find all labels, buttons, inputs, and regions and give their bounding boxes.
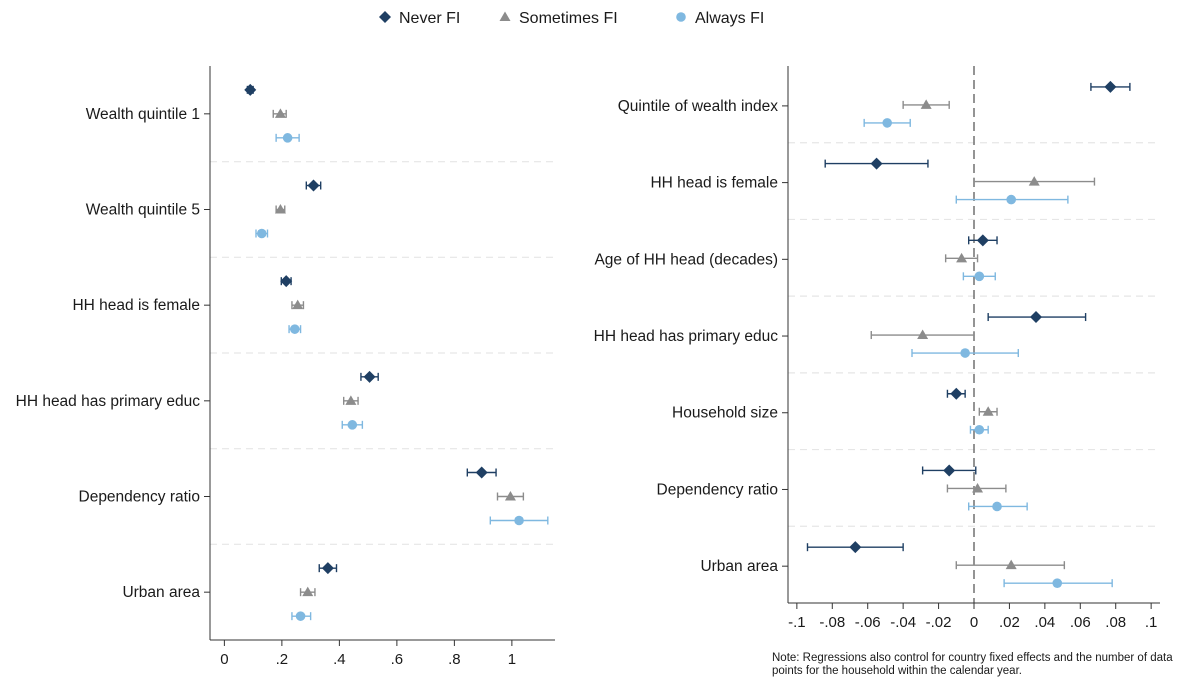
x-tick-label: -.08	[819, 614, 845, 631]
point-never-fi-hh-head-has-primary-educ	[363, 370, 376, 383]
x-tick-label: 1	[508, 651, 516, 668]
x-tick-label: -.04	[890, 614, 916, 631]
legend-marker-sometimes-fi	[499, 11, 511, 21]
footnote: Note: Regressions also control for count…	[772, 652, 1173, 677]
point-sometimes-fi-hh-head-is-female	[292, 299, 304, 310]
x-tick-label: .4	[333, 651, 346, 668]
category-label-urban-area: Urban area	[122, 584, 200, 601]
x-tick-label: .06	[1070, 614, 1091, 631]
legend-marker-always-fi	[676, 12, 686, 22]
category-label-dependency-ratio: Dependency ratio	[657, 481, 779, 498]
point-always-fi-urban-area	[295, 611, 306, 621]
x-tick-label: -.1	[788, 614, 806, 631]
point-never-fi-urban-area	[849, 541, 862, 554]
point-always-fi-wealth-quintile-5	[256, 228, 267, 239]
category-label-dependency-ratio: Dependency ratio	[79, 489, 201, 506]
point-sometimes-fi-hh-head-has-primary-educ	[917, 329, 929, 340]
point-always-fi-dependency-ratio	[992, 501, 1002, 512]
x-tick-label: .08	[1105, 614, 1126, 631]
x-tick-label: .1	[1145, 614, 1158, 631]
x-tick-label: -.02	[926, 614, 952, 631]
point-always-fi-hh-head-has-primary-educ	[347, 420, 358, 430]
x-tick-label: .6	[391, 651, 404, 668]
category-label-hh-head-is-female: HH head is female	[650, 175, 778, 192]
legend-label-never-fi: Never FI	[399, 10, 460, 27]
x-tick-label: .2	[276, 651, 289, 668]
point-always-fi-wealth-quintile-1	[282, 133, 293, 143]
point-always-fi-hh-head-is-female	[1006, 194, 1016, 205]
point-sometimes-fi-urban-area	[302, 586, 314, 597]
legend: Never FI Sometimes FI Always FI	[379, 10, 764, 27]
category-label-quintile-of-wealth-index: Quintile of wealth index	[618, 98, 779, 115]
x-tick-label: .02	[999, 614, 1020, 631]
point-always-fi-urban-area	[1052, 578, 1063, 588]
point-always-fi-hh-head-has-primary-educ	[960, 348, 970, 358]
point-always-fi-quintile-of-wealth-index	[882, 118, 892, 128]
category-label-hh-head-has-primary-educ: HH head has primary educ	[594, 328, 779, 345]
point-sometimes-fi-wealth-quintile-5	[274, 204, 286, 214]
x-tick-label: 0	[220, 651, 228, 668]
point-never-fi-age-of-hh-head-decades	[976, 234, 989, 247]
point-never-fi-dependency-ratio	[475, 466, 488, 479]
x-tick-label: .04	[1034, 614, 1055, 631]
point-never-fi-hh-head-is-female	[280, 275, 293, 288]
point-sometimes-fi-household-size	[982, 406, 994, 416]
category-label-hh-head-has-primary-educ: HH head has primary educ	[16, 393, 201, 410]
point-sometimes-fi-urban-area	[1005, 559, 1017, 570]
point-sometimes-fi-wealth-quintile-1	[274, 108, 286, 118]
point-always-fi-age-of-hh-head-decades	[974, 271, 985, 282]
legend-label-sometimes-fi: Sometimes FI	[519, 10, 618, 27]
right-panel-effects: -.1 -.08 -.06 -.04 -.02 0 .02 .04 .06 .08 .1 Quinti…	[594, 66, 1160, 631]
category-label-wealth-quintile-1: Wealth quintile 1	[86, 106, 200, 123]
point-never-fi-wealth-quintile-1	[244, 83, 257, 96]
point-sometimes-fi-quintile-of-wealth-index	[920, 99, 932, 109]
category-label-wealth-quintile-5: Wealth quintile 5	[86, 202, 200, 219]
point-always-fi-dependency-ratio	[514, 515, 524, 526]
x-tick-label: -.06	[855, 614, 881, 631]
point-never-fi-hh-head-is-female	[870, 157, 883, 170]
point-sometimes-fi-hh-head-has-primary-educ	[345, 395, 357, 405]
point-never-fi-quintile-of-wealth-index	[1104, 80, 1117, 93]
point-sometimes-fi-hh-head-is-female	[1028, 176, 1040, 186]
category-label-age-of-hh-head-decades: Age of HH head (decades)	[594, 251, 778, 268]
point-sometimes-fi-dependency-ratio	[972, 482, 984, 493]
point-always-fi-household-size	[974, 424, 985, 435]
x-tick-label: 0	[970, 614, 978, 631]
category-label-urban-area: Urban area	[700, 558, 778, 575]
point-never-fi-wealth-quintile-5	[307, 179, 320, 192]
point-sometimes-fi-dependency-ratio	[504, 491, 516, 501]
point-never-fi-hh-head-has-primary-educ	[1030, 311, 1042, 324]
point-never-fi-dependency-ratio	[943, 464, 956, 477]
x-tick-label: .8	[448, 651, 461, 668]
category-label-hh-head-is-female: HH head is female	[72, 297, 200, 314]
legend-marker-never-fi	[379, 11, 391, 23]
point-sometimes-fi-age-of-hh-head-decades	[956, 252, 968, 263]
left-panel-levels: 0 .2 .4 .6 .8 1 Wealth quintile 1 Wealth quinti…	[16, 66, 555, 668]
category-label-household-size: Household size	[672, 405, 778, 422]
point-never-fi-urban-area	[321, 562, 334, 575]
point-always-fi-hh-head-is-female	[290, 324, 300, 334]
point-never-fi-household-size	[950, 387, 963, 400]
legend-label-always-fi: Always FI	[695, 10, 764, 27]
